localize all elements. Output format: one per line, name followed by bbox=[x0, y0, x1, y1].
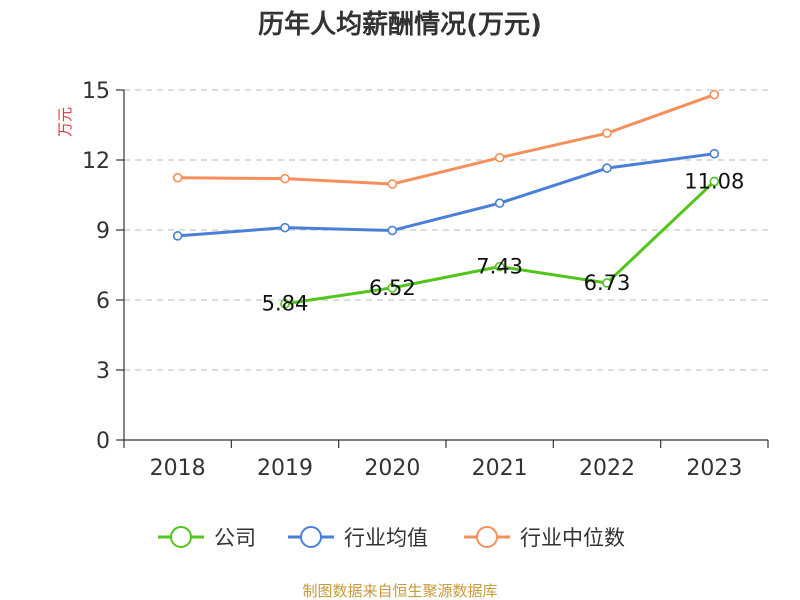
y-tick-label: 12 bbox=[82, 149, 110, 174]
data-point bbox=[387, 179, 398, 189]
data-point bbox=[172, 172, 183, 183]
x-tick-label: 2021 bbox=[472, 456, 528, 481]
legend-item: 行业中位数 bbox=[464, 526, 625, 550]
data-point bbox=[709, 176, 720, 187]
data-point bbox=[602, 163, 612, 173]
data-point bbox=[494, 152, 505, 163]
x-tick-label: 2019 bbox=[257, 456, 313, 481]
y-tick-label: 9 bbox=[96, 219, 110, 244]
legend-item: 公司 bbox=[158, 526, 256, 550]
data-point bbox=[602, 128, 612, 138]
data-point bbox=[280, 173, 290, 184]
data-label: 6.52 bbox=[369, 276, 416, 300]
legend-marker bbox=[170, 526, 192, 548]
data-point bbox=[280, 298, 290, 309]
data-point bbox=[602, 278, 612, 288]
legend-item: 行业均值 bbox=[288, 526, 428, 550]
y-axis-label: 万元 bbox=[56, 107, 74, 137]
data-point bbox=[387, 283, 398, 293]
y-tick-labels: 0 3 6 9 12 15 bbox=[82, 79, 110, 454]
legend-label: 公司 bbox=[214, 526, 256, 550]
data-point bbox=[280, 222, 290, 233]
data-label: 6.73 bbox=[584, 271, 631, 295]
data-point bbox=[494, 261, 505, 272]
legend: 公司 行业均值 行业中位数 bbox=[158, 526, 625, 550]
data-point bbox=[709, 148, 720, 159]
x-tick-label: 2018 bbox=[150, 456, 206, 481]
x-tick-label: 2022 bbox=[579, 456, 635, 481]
data-point bbox=[387, 225, 398, 236]
y-tick-label: 6 bbox=[96, 289, 110, 314]
y-tick-label: 0 bbox=[96, 429, 110, 454]
data-point bbox=[709, 89, 720, 100]
data-label: 11.08 bbox=[684, 169, 744, 193]
grid-lines bbox=[124, 89, 768, 371]
series-line bbox=[177, 93, 715, 186]
legend-label: 行业均值 bbox=[344, 526, 428, 550]
series-group bbox=[172, 89, 720, 309]
data-label: 7.43 bbox=[476, 255, 523, 279]
x-tick-labels: 2018 2019 2020 2021 2022 2023 bbox=[150, 456, 743, 481]
x-tick-label: 2023 bbox=[686, 456, 742, 481]
legend-label: 行业中位数 bbox=[520, 526, 625, 550]
data-labels: 5.84 6.52 7.43 6.73 11.08 bbox=[262, 169, 745, 315]
axes bbox=[116, 89, 769, 448]
y-tick-label: 15 bbox=[82, 79, 110, 104]
legend-marker bbox=[476, 526, 498, 548]
x-tick-label: 2020 bbox=[364, 456, 420, 481]
data-point bbox=[494, 198, 505, 208]
series-line bbox=[177, 152, 715, 238]
data-point bbox=[172, 231, 183, 241]
data-label: 5.84 bbox=[262, 292, 309, 316]
source-note: 制图数据来自恒生聚源数据库 bbox=[302, 582, 497, 600]
y-tick-label: 3 bbox=[96, 359, 110, 384]
chart-title: 历年人均薪酬情况(万元) bbox=[258, 9, 542, 40]
legend-marker bbox=[300, 526, 322, 548]
